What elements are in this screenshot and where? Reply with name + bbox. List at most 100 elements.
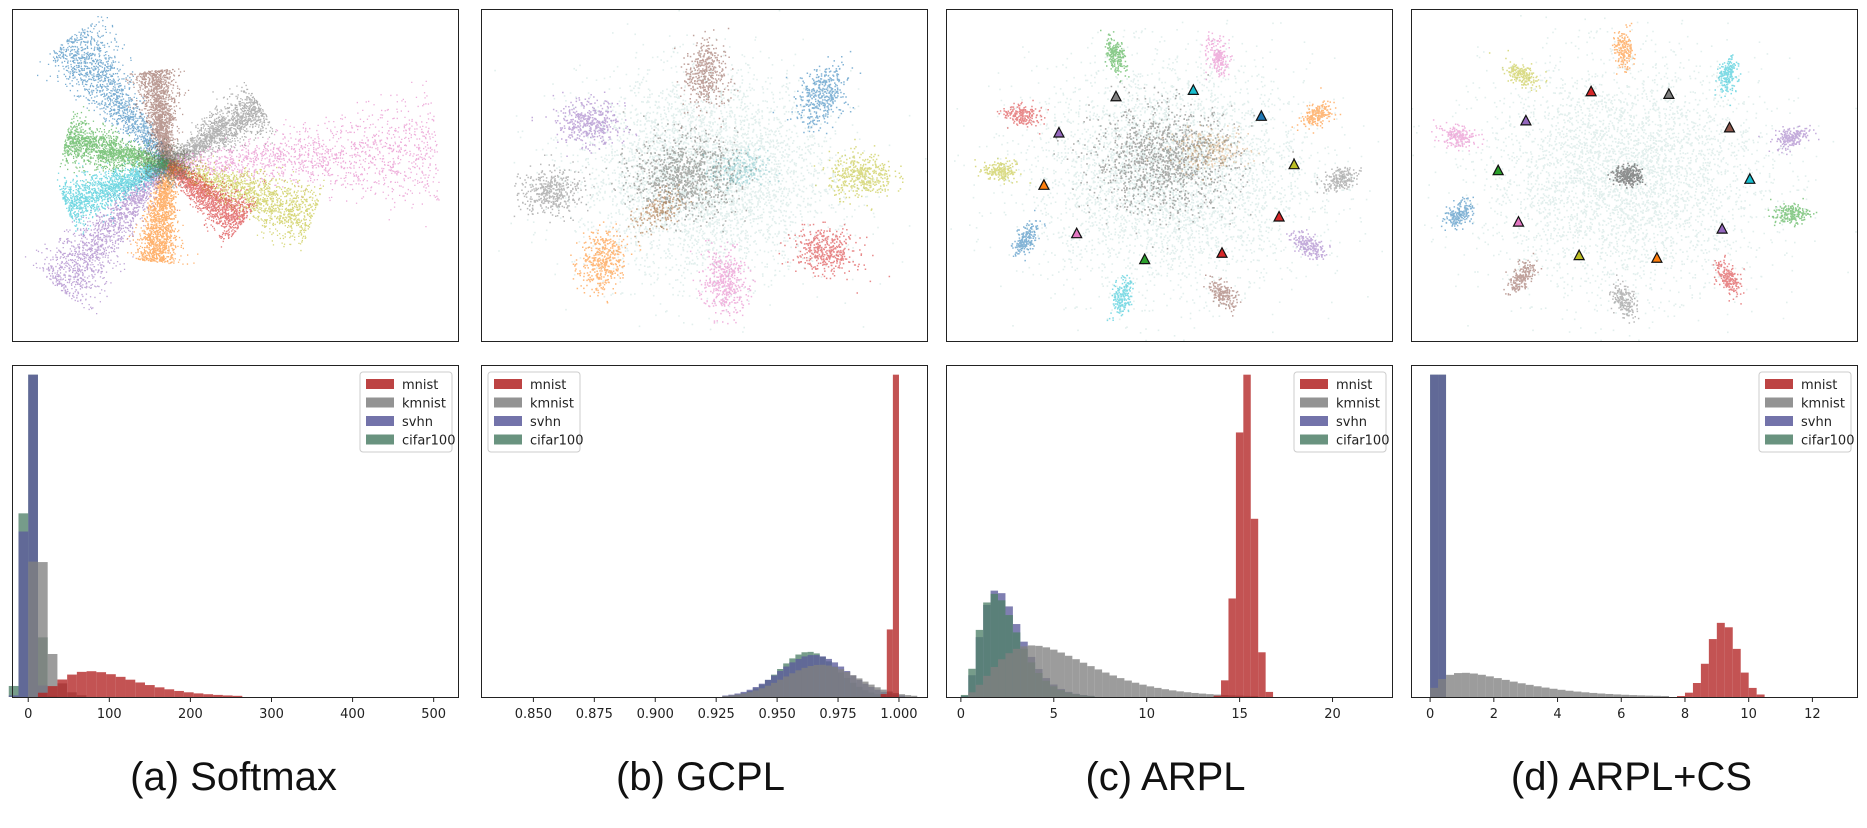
hist-bar [1477, 674, 1486, 697]
prototype-marker [1573, 248, 1586, 261]
scatter-frame [946, 9, 1393, 342]
hist-bar [1235, 432, 1244, 697]
legend-label-kmnist: kmnist [530, 397, 574, 412]
prototype-marker [1492, 163, 1505, 176]
hist-bar [1461, 672, 1470, 697]
legend-label-svhn: svhn [1336, 415, 1367, 430]
hist-bar [125, 679, 136, 697]
hist-bar [1087, 666, 1095, 697]
cluster-class-7 [1609, 274, 1640, 324]
cluster-class-4 [531, 91, 638, 157]
histogram-panel-d: 0 2 4 6 8 10 12 mnist kmnist svhn cifar100 [1411, 365, 1858, 722]
x-tick-label: 8 [1681, 707, 1689, 722]
hist-bar [1533, 686, 1542, 697]
hist-bar [1637, 695, 1646, 697]
legend-label-cifar100: cifar100 [530, 434, 583, 449]
hist-frame [1411, 365, 1858, 698]
hist-bar [222, 695, 233, 697]
hist-bar [898, 694, 906, 697]
cluster-class-0 [772, 50, 862, 135]
hist-bar [1605, 693, 1614, 697]
hist-bar [862, 681, 869, 697]
hist-bar [67, 674, 77, 697]
prototype-marker [1070, 226, 1083, 239]
caption-arpl-cs: (d) ARPL+CS [1510, 755, 1753, 799]
hist-bar [1677, 696, 1685, 697]
cluster-class-8 [813, 138, 904, 211]
hist-bar [1228, 598, 1236, 697]
hist-bar [728, 695, 735, 697]
hist-bar [1213, 695, 1222, 697]
hist-bar [874, 687, 881, 697]
hist-bar [1597, 693, 1606, 697]
hist-bar [1250, 518, 1259, 697]
prototype-marker [1216, 246, 1228, 258]
cluster-class-1 [1291, 87, 1342, 134]
hist-bar [1430, 687, 1439, 697]
hist-bar [783, 676, 790, 697]
hist-bar [144, 685, 155, 697]
hist-bar [1541, 687, 1550, 697]
hist-bar [1756, 694, 1765, 697]
legend-swatch-mnist [494, 379, 522, 389]
hist-bar [758, 688, 765, 697]
cluster-class-6 [689, 239, 756, 325]
hist-bar [1621, 694, 1630, 697]
hist-bar [8, 695, 19, 697]
cluster-class-2 [1100, 29, 1130, 82]
histogram-panel-b: 0.850 0.875 0.900 0.925 0.950 0.975 1.000 mnist… [481, 365, 928, 722]
hist-bar [106, 674, 116, 697]
hist-bar [1064, 655, 1073, 697]
hist-bar [789, 673, 796, 697]
hist-series-kmnist [968, 645, 1259, 697]
hist-bar [990, 667, 999, 697]
hist-bar [1661, 695, 1670, 697]
legend-swatch-kmnist [1300, 397, 1328, 408]
hist-bar [1493, 678, 1502, 697]
scatter-ray-class-2 [59, 106, 169, 183]
x-tick-label: 2 [1490, 707, 1498, 722]
cluster-class-5 [1203, 274, 1242, 317]
prototype-marker [1585, 84, 1598, 97]
hist-bar [18, 531, 29, 697]
hist-bar [998, 600, 1006, 697]
hist-bar [57, 679, 68, 697]
hist-bar [47, 686, 58, 697]
scatter-panel-d [1411, 9, 1858, 342]
legend-swatch-kmnist [494, 397, 522, 408]
x-tick-label: 0.975 [819, 707, 856, 722]
hist-bar [1042, 647, 1051, 697]
legend: mnist kmnist svhn cifar100 [1293, 371, 1389, 453]
x-tick-label: 300 [259, 707, 284, 722]
hist-bar [1191, 692, 1199, 697]
scatter-frame [1411, 9, 1858, 342]
hist-bar [1517, 683, 1526, 697]
hist-bar [1154, 687, 1162, 697]
prototype-marker [1650, 251, 1663, 263]
hist-bar [1027, 645, 1036, 697]
caption-gcpl: (b) GCPL [616, 755, 785, 799]
x-tick-label: 100 [97, 707, 122, 722]
unknown-cloud [950, 9, 1383, 341]
prototype-marker [1743, 172, 1756, 184]
hist-bar [203, 694, 214, 697]
hist-bar [37, 562, 48, 697]
x-tick-label: 0.875 [576, 707, 613, 722]
hist-bar [856, 678, 863, 697]
hist-bar [135, 682, 145, 697]
hist-bar [1589, 692, 1598, 697]
hist-bar [752, 690, 759, 697]
hist-bar [1653, 695, 1662, 697]
hist-bar [1438, 679, 1447, 697]
hist-bar [892, 374, 899, 697]
hist-bar [831, 667, 839, 697]
hist-bar [844, 672, 851, 697]
hist-bar [1102, 672, 1110, 697]
cluster-class-7 [1316, 166, 1362, 194]
scatter-panel-b [481, 9, 928, 342]
hist-bar [1005, 653, 1013, 697]
hist-bar [905, 695, 912, 697]
hist-frame [946, 365, 1393, 698]
hist-bar [115, 676, 126, 697]
hist-bar [1509, 681, 1518, 697]
